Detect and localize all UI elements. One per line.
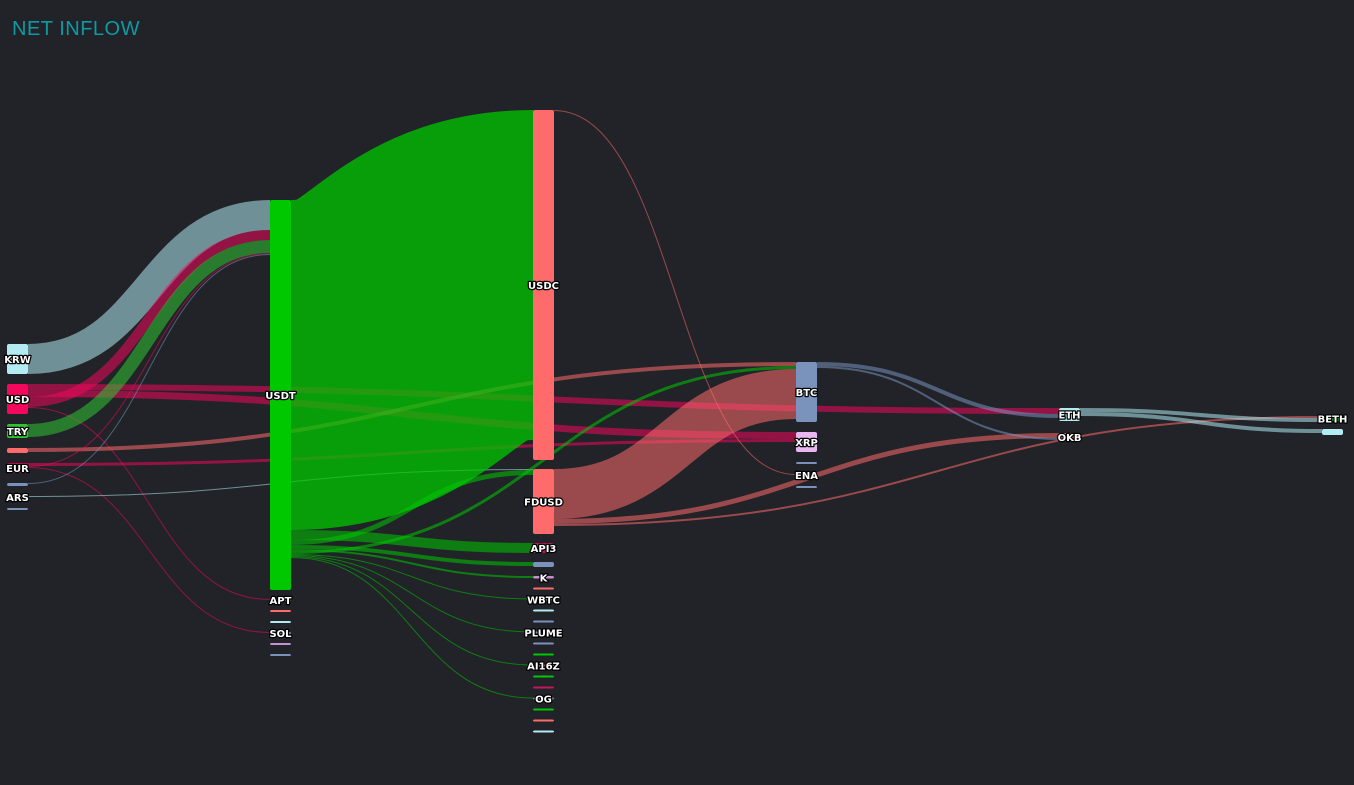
- node-c3-18[interactable]: [533, 719, 554, 722]
- node-wbtc[interactable]: [533, 598, 554, 601]
- node-c3-4[interactable]: [533, 562, 554, 567]
- node-eth[interactable]: [1059, 408, 1080, 421]
- node-label-btc: BTC: [796, 388, 818, 399]
- node-label-plume: PLUME: [524, 629, 562, 640]
- node-label-try: TRY: [7, 427, 29, 438]
- link-usdt-to-api3: [290, 530, 534, 553]
- node-s2-4[interactable]: [270, 621, 291, 623]
- link-eur-to-usdt: [27, 253, 271, 467]
- node-s2-3[interactable]: [270, 610, 291, 612]
- node-c3-8[interactable]: [533, 609, 554, 612]
- node-c4-3[interactable]: [796, 462, 817, 464]
- node-label-beth: BETH: [1318, 415, 1348, 426]
- node-sol[interactable]: [270, 632, 291, 634]
- sankey-labels: KRW USD TRY EUR ARS USDT APT SOL USDC FDUSD API3 K W…: [3, 280, 1349, 707]
- link-eth-to-c6-2: [1079, 412, 1323, 433]
- node-c3-19[interactable]: [533, 730, 554, 733]
- node-ars[interactable]: [7, 496, 28, 498]
- node-s2-7[interactable]: [270, 654, 291, 656]
- node-apt[interactable]: [270, 599, 291, 601]
- node-c3-17[interactable]: [533, 708, 554, 711]
- node-label-apt: APT: [270, 596, 292, 607]
- sankey-nodes: [7, 110, 1343, 733]
- node-k[interactable]: [533, 576, 554, 579]
- node-fiat-6[interactable]: [7, 483, 28, 486]
- link-usdt-to-wbtc: [290, 554, 534, 600]
- node-beth[interactable]: [1322, 416, 1343, 421]
- link-try-to-usdt: [27, 240, 271, 437]
- node-label-okb: OKB: [1058, 433, 1082, 444]
- link-fiat-6-to-usdt: [27, 254, 271, 484]
- node-c6-2[interactable]: [1322, 429, 1343, 435]
- node-label-xrp: XRP: [795, 438, 818, 449]
- node-btc[interactable]: [796, 362, 817, 422]
- link-usdt-to-usdc: [284, 110, 540, 530]
- link-usdc-to-ena: [553, 110, 797, 475]
- link-usd-to-usdt: [27, 230, 271, 407]
- link-usdt-to-og: [290, 557, 534, 699]
- node-label-eur: EUR: [6, 464, 29, 475]
- node-og[interactable]: [533, 697, 554, 700]
- link-krw-to-usdt: [27, 200, 271, 374]
- node-label-usd: USD: [6, 395, 30, 406]
- link-fdusd-to-btc: [553, 369, 797, 519]
- node-usdt[interactable]: [270, 200, 291, 590]
- node-c4-5[interactable]: [796, 486, 817, 488]
- node-fiat-8[interactable]: [7, 508, 28, 510]
- node-ena[interactable]: [796, 474, 817, 476]
- node-c3-15[interactable]: [533, 686, 554, 689]
- node-label-ai16z: AI16Z: [527, 662, 560, 673]
- node-c3-6[interactable]: [533, 587, 554, 590]
- node-eur[interactable]: [7, 463, 28, 473]
- node-label-usdt: USDT: [265, 391, 296, 402]
- chart-title: NET INFLOW: [12, 18, 140, 40]
- link-fdusd-to-okb: [553, 433, 1060, 524]
- link-usdt-to-fdusd: [290, 470, 534, 545]
- node-fdusd[interactable]: [533, 469, 554, 534]
- link-btc-to-okb: [816, 366, 1060, 440]
- node-c3-9[interactable]: [533, 620, 554, 623]
- link-usdt-to-plume: [290, 555, 534, 633]
- node-label-k: K: [540, 573, 549, 584]
- node-okb[interactable]: [1059, 433, 1080, 441]
- node-label-sol: SOL: [269, 629, 292, 640]
- node-label-og: OG: [535, 695, 552, 706]
- node-fiat-4[interactable]: [7, 448, 28, 453]
- node-c3-12[interactable]: [533, 653, 554, 656]
- node-label-wbtc: WBTC: [527, 596, 560, 607]
- node-label-fdusd: FDUSD: [524, 498, 563, 509]
- node-label-krw: KRW: [4, 355, 30, 366]
- link-eth-to-beth: [1079, 408, 1323, 422]
- node-label-eth: ETH: [1058, 411, 1080, 422]
- node-usdc[interactable]: [533, 110, 554, 460]
- node-api3[interactable]: [533, 543, 554, 553]
- node-label-api3: API3: [531, 544, 557, 555]
- link-usdt-to-c3-4: [290, 545, 534, 566]
- node-plume[interactable]: [533, 631, 554, 634]
- link-eur-to-sol: [27, 467, 271, 633]
- link-usdt-to-ai16z: [290, 556, 534, 666]
- node-label-ena: ENA: [795, 471, 818, 482]
- node-label-ars: ARS: [6, 493, 29, 504]
- node-label-usdc: USDC: [528, 281, 559, 292]
- link-fdusd-to-beth: [553, 416, 1323, 526]
- sankey-links: [27, 110, 1323, 699]
- link-usd-to-apt: [27, 407, 271, 600]
- link-btc-to-eth: [816, 362, 1060, 418]
- node-c3-11[interactable]: [533, 642, 554, 645]
- node-usd[interactable]: [7, 384, 28, 414]
- node-try[interactable]: [7, 424, 28, 438]
- node-xrp[interactable]: [796, 432, 817, 452]
- node-ai16z[interactable]: [533, 664, 554, 667]
- node-krw[interactable]: [7, 344, 28, 374]
- node-s2-6[interactable]: [270, 643, 291, 645]
- node-c3-14[interactable]: [533, 675, 554, 678]
